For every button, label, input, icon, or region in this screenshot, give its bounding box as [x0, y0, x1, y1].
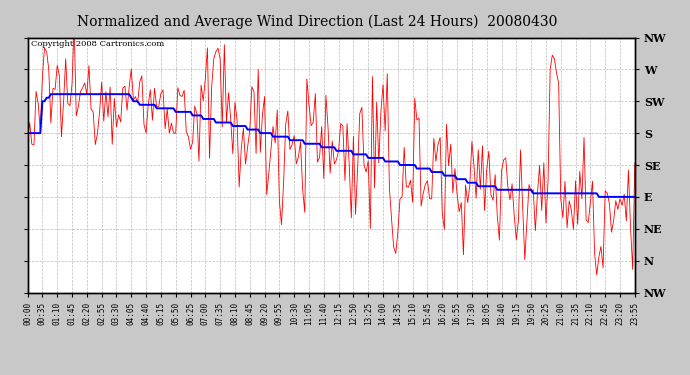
Text: Normalized and Average Wind Direction (Last 24 Hours)  20080430: Normalized and Average Wind Direction (L…	[77, 15, 558, 29]
Text: Copyright 2008 Cartronics.com: Copyright 2008 Cartronics.com	[30, 40, 164, 48]
